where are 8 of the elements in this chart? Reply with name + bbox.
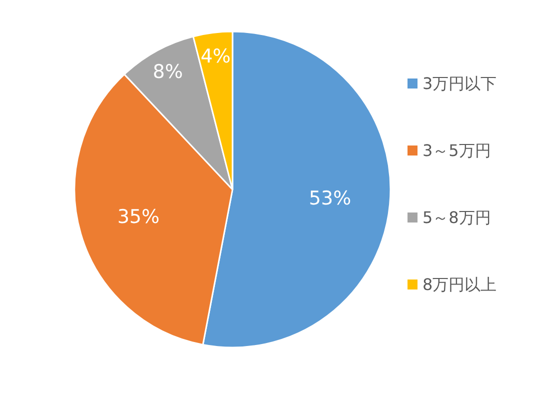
legend-label: 3万円以下	[422, 74, 497, 93]
legend-label: 3～5万円	[422, 141, 491, 160]
legend-label: 8万円以上	[422, 275, 497, 294]
data-label: 4%	[200, 45, 231, 68]
data-label: 53%	[308, 188, 352, 210]
legend-label: 5～8万円	[422, 208, 491, 227]
data-label: 35%	[117, 206, 160, 228]
data-label: 8%	[152, 60, 183, 83]
